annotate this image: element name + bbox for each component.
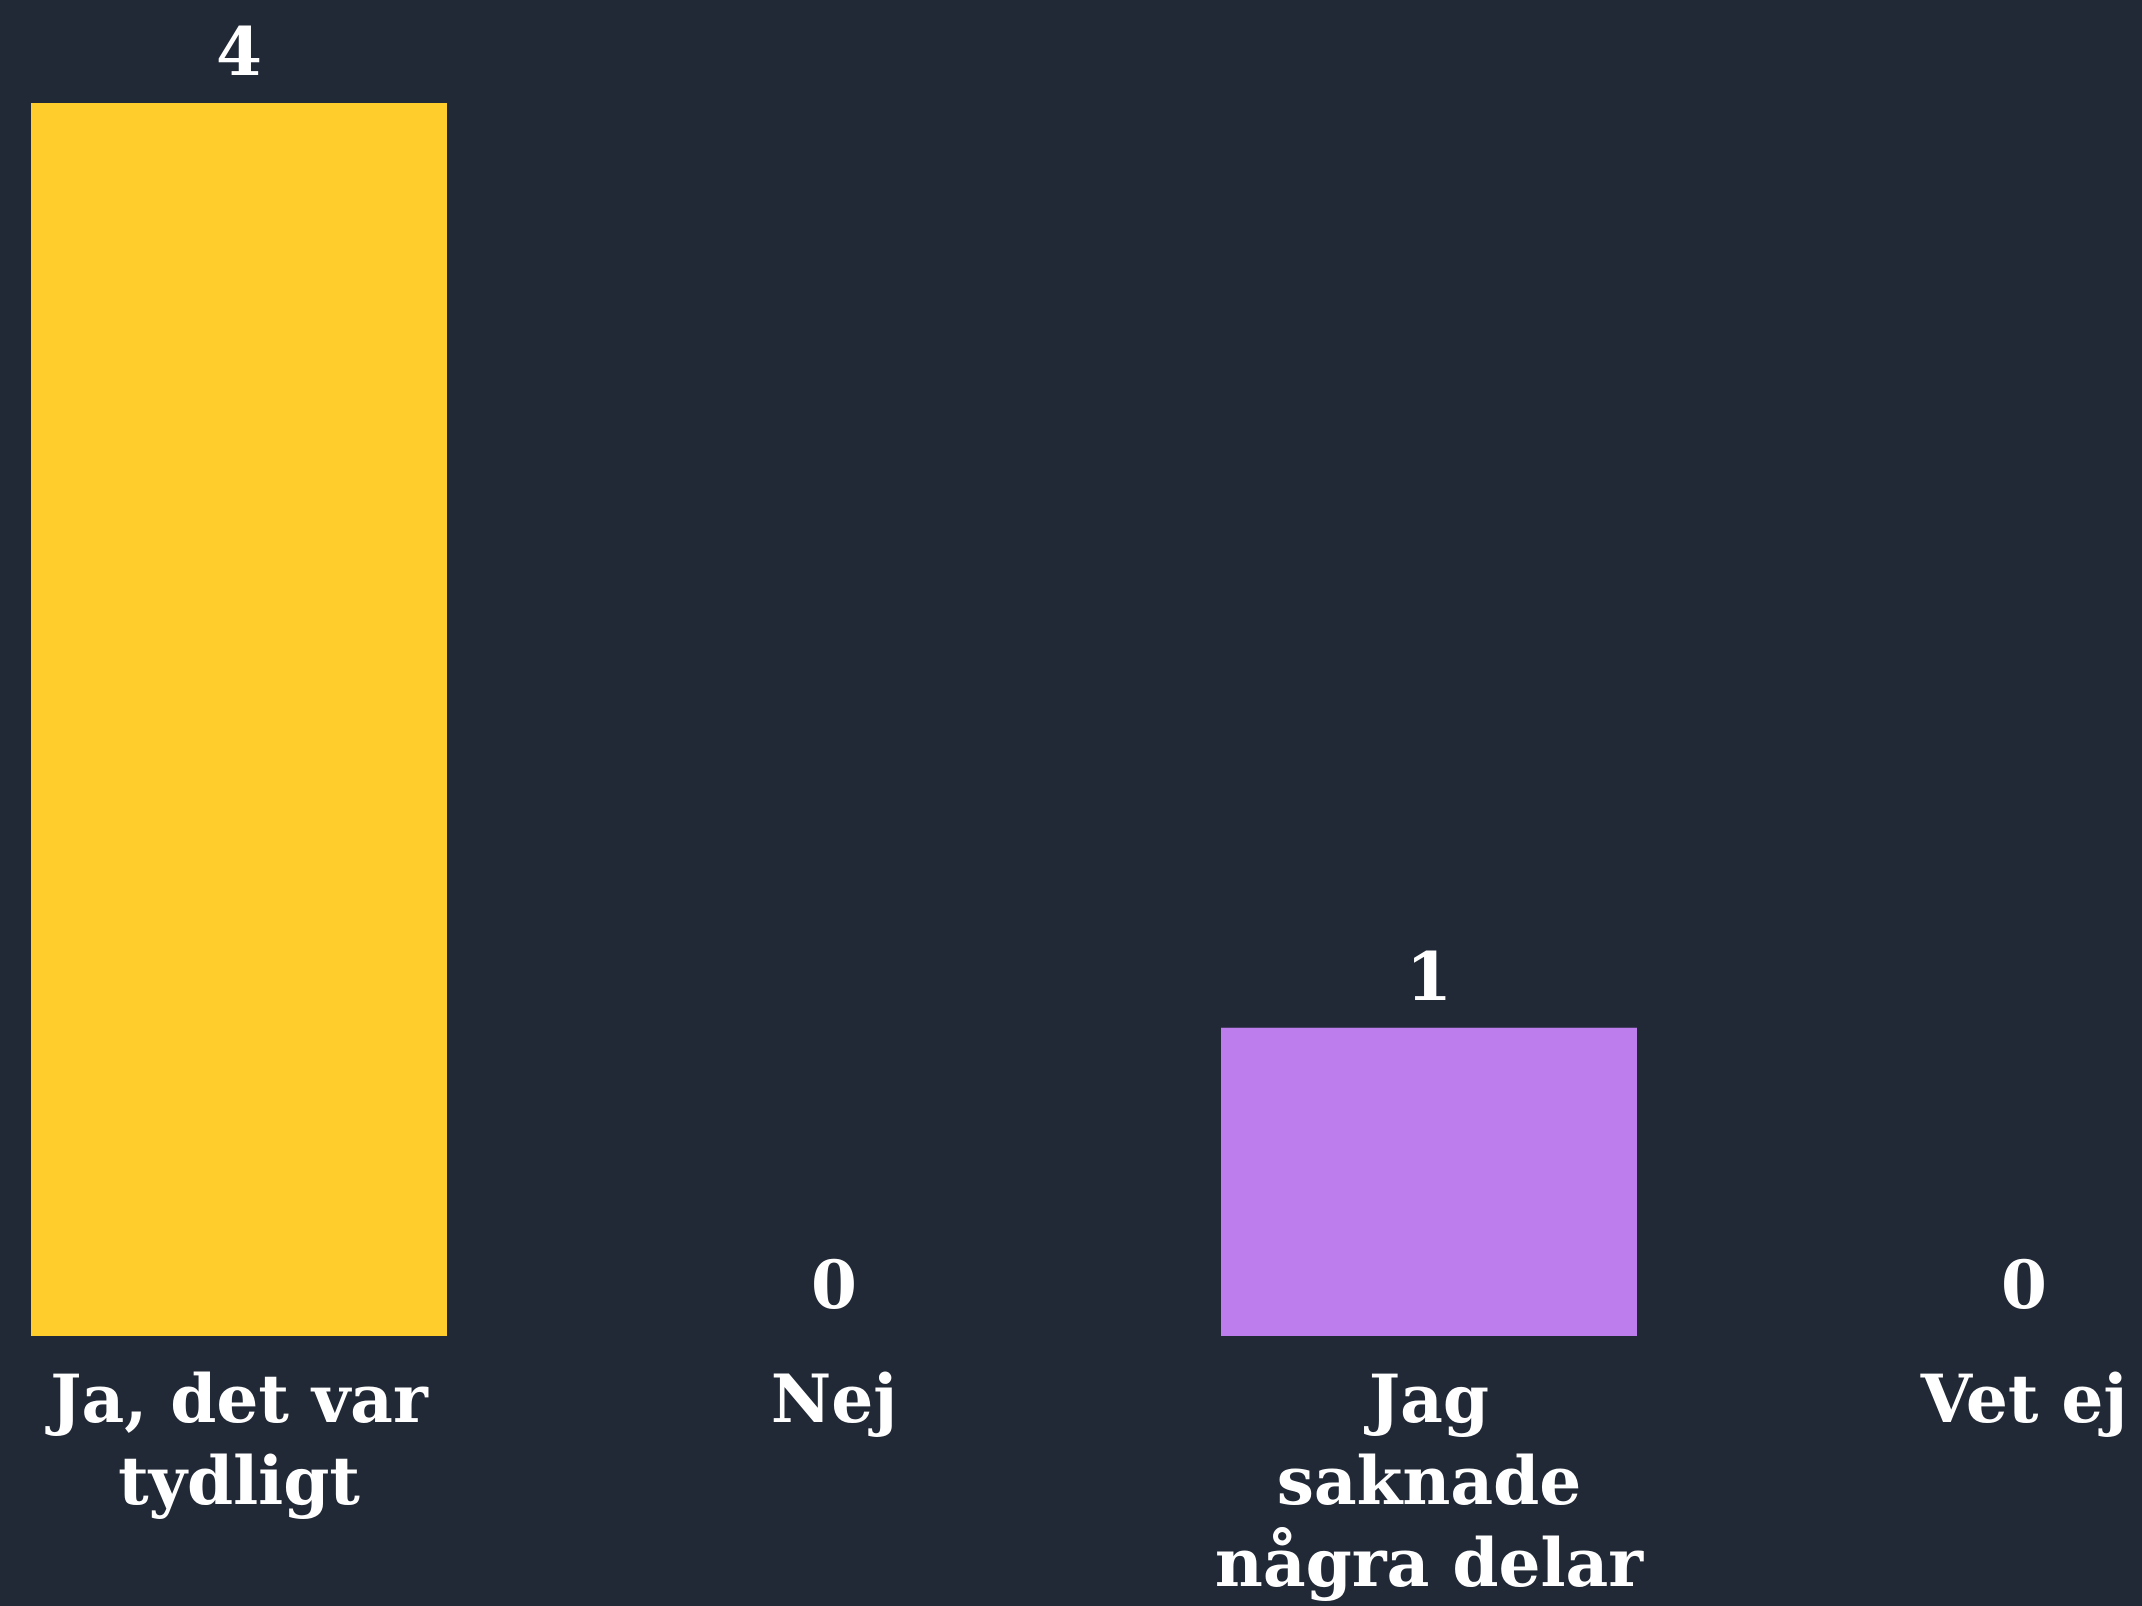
value-label-2: 1 [1406,938,1452,1016]
bar-0 [31,103,447,1336]
value-label-3: 0 [2001,1246,2047,1324]
value-label-1: 0 [811,1246,857,1324]
category-label-2-line-2: några delar [1215,1524,1644,1602]
category-label-2-line-1: saknade [1277,1442,1582,1520]
value-label-0: 4 [216,13,262,91]
bars-group [31,103,1637,1336]
category-label-2-line-0: Jag [1364,1360,1489,1438]
category-label-3: Vet ej [1920,1360,2127,1438]
category-label-1-line-0: Nej [771,1360,897,1438]
value-labels-group: 4 0 1 0 [216,13,2047,1324]
category-label-1: Nej [771,1360,897,1438]
category-label-2: Jag saknade några delar [1215,1360,1644,1602]
category-label-0-line-1: tydligt [118,1442,360,1520]
category-labels-group: Ja, det var tydligt Nej Jag saknade några del… [45,1360,2127,1602]
bar-2 [1221,1027,1637,1336]
category-label-0-line-0: Ja, det var [45,1360,429,1438]
category-label-0: Ja, det var tydligt [45,1360,429,1520]
category-label-3-line-0: Vet ej [1920,1360,2127,1438]
